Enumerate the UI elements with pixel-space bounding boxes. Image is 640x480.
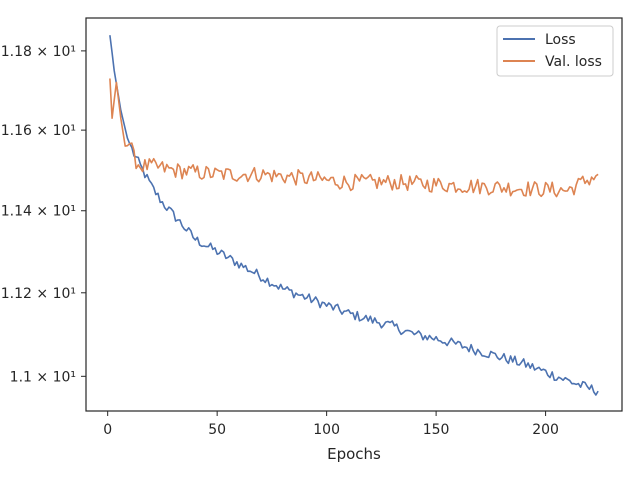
legend-label: Val. loss	[545, 54, 602, 70]
legend: Loss Val. loss	[496, 25, 614, 77]
x-tick-label: 50	[208, 422, 226, 438]
x-axis-label: Epochs	[327, 445, 381, 463]
x-tick-label: 100	[313, 422, 340, 438]
series-line-loss	[109, 35, 599, 396]
y-tick-label: 1.1 × 10¹	[10, 369, 76, 385]
y-tick-label: 1.16 × 10¹	[1, 123, 76, 139]
x-tick-label: 0	[103, 422, 112, 438]
y-tick-label: 1.12 × 10¹	[1, 286, 76, 302]
x-tick-label: 150	[423, 422, 450, 438]
plot-area	[109, 35, 599, 396]
series-line-val-loss	[109, 78, 599, 198]
y-tick-label: 1.18 × 10¹	[1, 44, 76, 60]
x-axis: 0 50 100 150 200	[103, 411, 559, 438]
y-tick-label: 1.14 × 10¹	[1, 204, 76, 220]
x-tick-label: 200	[532, 422, 559, 438]
y-axis: 1.1 × 10¹ 1.12 × 10¹ 1.14 × 10¹ 1.16 × 10¹ 1…	[1, 44, 86, 385]
axes-frame	[85, 17, 623, 412]
legend-label: Loss	[545, 32, 576, 48]
